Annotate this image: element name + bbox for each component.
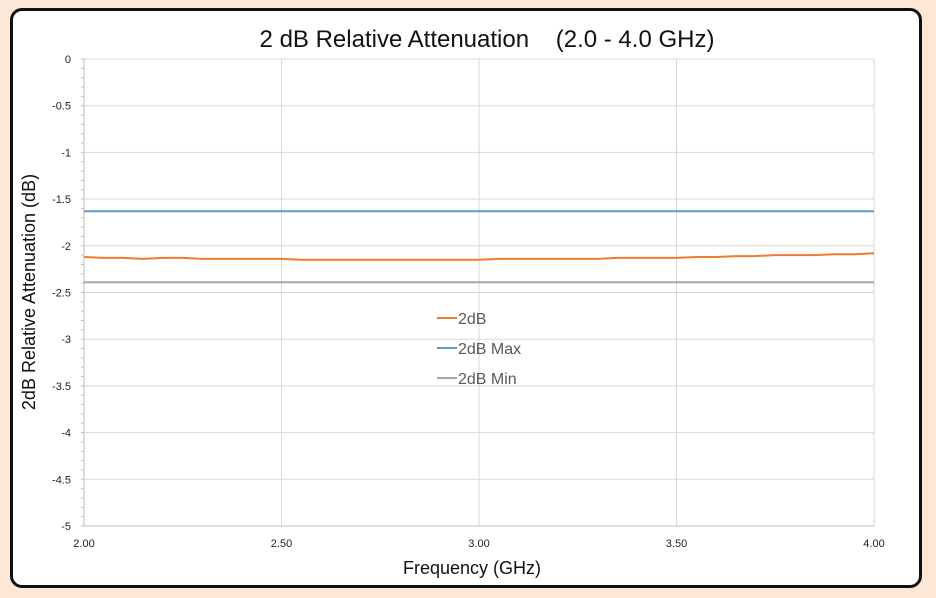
x-tick-label: 3.50: [666, 538, 687, 550]
series-lines: [83, 210, 875, 284]
y-tick-label: -3.5: [52, 381, 71, 393]
y-tick-label: -2: [61, 241, 71, 253]
y-tick-label: -3: [61, 334, 71, 346]
chart-frame: [10, 8, 922, 588]
x-axis-label: Frequency (GHz): [403, 558, 541, 578]
legend-label: 2dB: [458, 311, 486, 328]
tick-labels: 0 -0.5 -1 -1.5 -2 -2.5 -3 -3.5 -4 -4.5 -52.00 2.50 3…: [52, 54, 885, 550]
legend-label: 2dB Max: [458, 341, 521, 358]
y-tick-label: -0.5: [52, 101, 71, 113]
chart-title: 2 dB Relative Attenuation (2.0 - 4.0 GHz…: [260, 26, 715, 53]
y-tick-label: -4.5: [52, 474, 71, 486]
y-tick-label: -5: [61, 521, 71, 533]
y-tick-label: -1: [61, 147, 71, 159]
y-axis-label: 2dB Relative Attenuation (dB): [19, 174, 39, 410]
legend: 2dB 2dB Max 2dB Min: [437, 311, 521, 388]
series-line-2db: [83, 252, 875, 261]
x-tick-label: 2.50: [271, 538, 292, 550]
x-tick-label: 4.00: [863, 538, 884, 550]
y-tick-label: -2.5: [52, 288, 71, 300]
y-tick-label: 0: [65, 54, 71, 66]
axes: [81, 58, 874, 527]
gridlines: [83, 58, 875, 527]
y-tick-label: -1.5: [52, 194, 71, 206]
y-tick-label: -4: [61, 428, 71, 440]
legend-label: 2dB Min: [458, 371, 517, 388]
x-tick-label: 3.00: [468, 538, 489, 550]
x-tick-label: 2.00: [73, 538, 94, 550]
